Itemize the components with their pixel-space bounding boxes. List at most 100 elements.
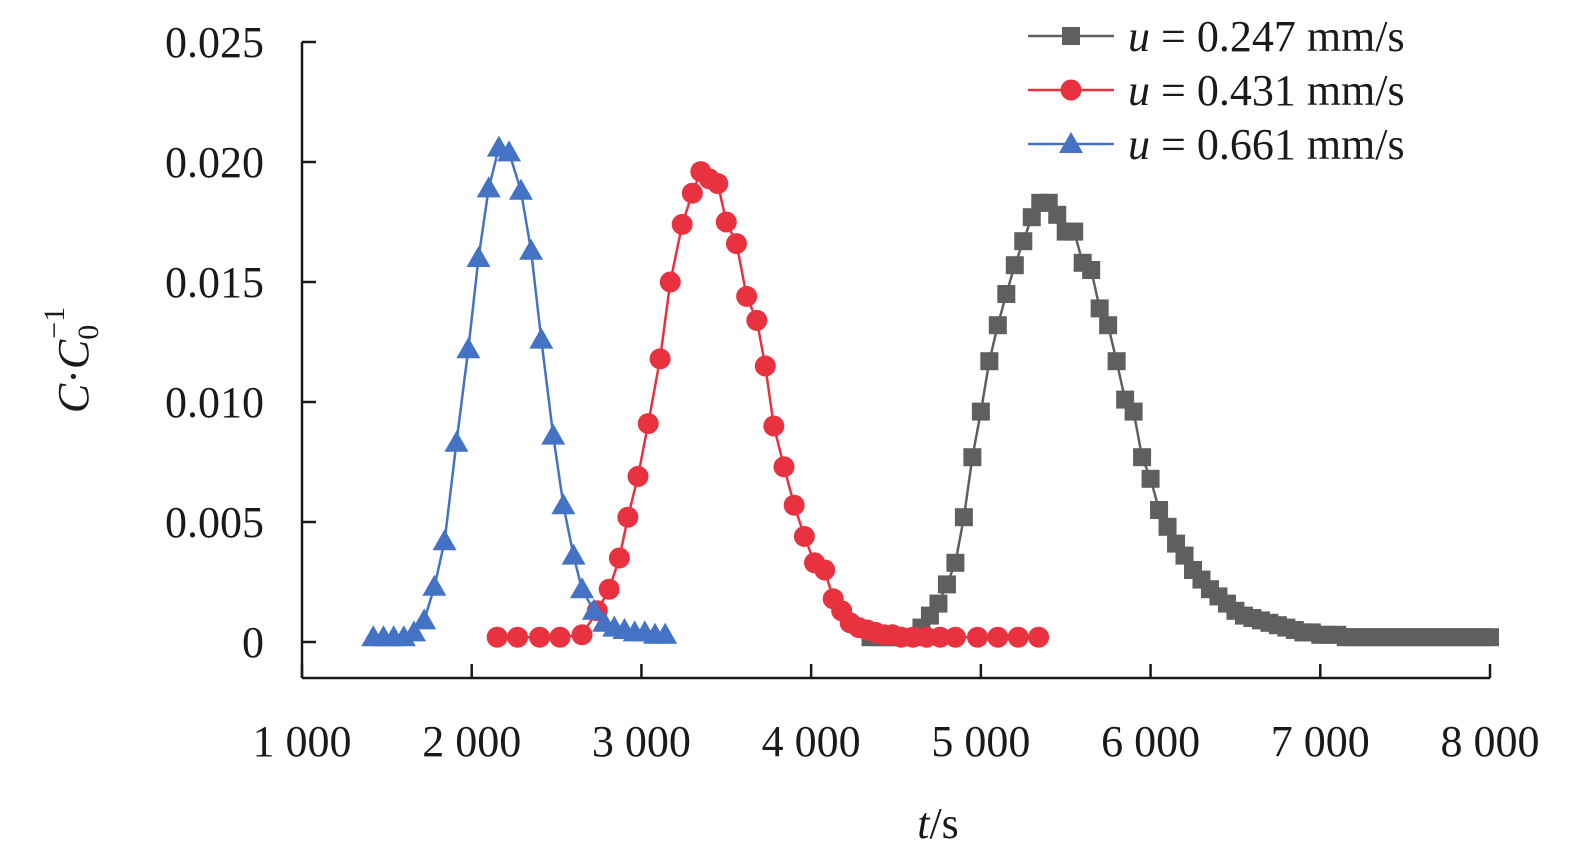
data-point xyxy=(783,494,805,516)
data-point xyxy=(444,430,469,452)
data-point xyxy=(1028,626,1050,648)
data-point xyxy=(1082,261,1101,279)
data-point xyxy=(466,246,491,267)
data-point xyxy=(507,626,529,648)
data-point xyxy=(946,553,965,572)
x-label-unit: /s xyxy=(929,799,958,848)
series-square xyxy=(861,193,1499,647)
legend-marker xyxy=(1059,132,1083,153)
legend-marker xyxy=(1062,27,1080,45)
data-point xyxy=(551,493,576,515)
data-point xyxy=(412,608,437,630)
data-point xyxy=(929,594,948,613)
data-point xyxy=(1141,469,1160,488)
data-point xyxy=(963,448,982,467)
data-point xyxy=(814,559,836,581)
data-point xyxy=(954,508,973,527)
data-point xyxy=(456,337,481,359)
legend-marker xyxy=(1060,79,1082,101)
data-point xyxy=(1014,232,1033,251)
legend-label: u = 0.247 mm/s xyxy=(1128,12,1405,61)
y-tick-label: 0 xyxy=(242,618,264,667)
data-point xyxy=(1048,205,1067,224)
data-point xyxy=(1158,517,1177,536)
data-point xyxy=(971,402,990,421)
data-point xyxy=(746,309,768,331)
data-point xyxy=(1124,402,1143,421)
x-tick-label: 5 000 xyxy=(931,717,1030,766)
data-point xyxy=(987,626,1009,648)
x-ticks: 1 000 2 000 3 000 4 000 5 000 6 000 7 000 8 000 xyxy=(253,664,1540,766)
data-point xyxy=(422,574,447,596)
legend-item: u = 0.661 mm/s xyxy=(1028,120,1405,169)
legend-var: u xyxy=(1128,120,1150,169)
legend-label: u = 0.661 mm/s xyxy=(1128,120,1405,169)
x-axis-label: t/s xyxy=(917,799,959,848)
y-tick-label: 0.015 xyxy=(165,258,264,307)
data-point xyxy=(1065,222,1084,241)
data-point xyxy=(937,575,956,594)
data-point xyxy=(627,465,649,487)
series-line xyxy=(870,201,1490,639)
data-point xyxy=(608,547,630,569)
legend-rest: = 0.661 mm/s xyxy=(1150,120,1405,169)
data-point xyxy=(793,525,815,547)
data-point xyxy=(598,578,620,600)
data-point xyxy=(561,543,586,565)
legend-rest: = 0.247 mm/s xyxy=(1150,12,1405,61)
data-point xyxy=(659,271,681,293)
y-tick-label: 0.010 xyxy=(165,378,264,427)
x-tick-label: 4 000 xyxy=(762,717,861,766)
data-point xyxy=(402,620,427,642)
data-point xyxy=(754,355,776,377)
data-point xyxy=(1005,256,1024,275)
data-point xyxy=(617,506,639,528)
data-point xyxy=(929,626,951,648)
data-point xyxy=(944,626,966,648)
legend-var: u xyxy=(1128,66,1150,115)
series-circle xyxy=(486,161,1050,648)
data-point xyxy=(519,238,544,260)
data-point xyxy=(681,182,703,204)
data-point xyxy=(549,626,571,648)
data-point xyxy=(1022,208,1041,227)
data-point xyxy=(541,423,566,445)
y-label-sup: −1 xyxy=(38,307,71,339)
series-triangle xyxy=(361,135,678,647)
x-tick-label: 6 000 xyxy=(1101,717,1200,766)
x-label-var: t xyxy=(917,799,931,848)
legend-item: u = 0.431 mm/s xyxy=(1028,66,1405,115)
data-point xyxy=(649,348,671,370)
y-tick-label: 0.025 xyxy=(165,18,264,67)
data-point xyxy=(1099,316,1118,335)
legend-var: u xyxy=(1128,12,1150,61)
data-point xyxy=(529,327,554,349)
data-point xyxy=(1090,299,1109,318)
y-tick-label: 0.020 xyxy=(165,138,264,187)
data-point xyxy=(529,626,551,648)
data-point xyxy=(571,624,593,646)
legend-label: u = 0.431 mm/s xyxy=(1128,66,1405,115)
data-point xyxy=(715,211,737,233)
y-tick-label: 0.005 xyxy=(165,498,264,547)
data-point xyxy=(763,415,785,437)
data-point xyxy=(966,626,988,648)
legend-item: u = 0.247 mm/s xyxy=(1028,12,1405,61)
data-point xyxy=(486,626,508,648)
data-point xyxy=(1007,626,1029,648)
data-point xyxy=(773,456,795,478)
data-point xyxy=(1175,546,1194,565)
data-point xyxy=(980,352,999,371)
data-point xyxy=(653,622,678,644)
data-point xyxy=(570,577,595,599)
data-point xyxy=(736,285,758,307)
data-point xyxy=(508,178,533,200)
y-label-c0: C xyxy=(49,339,98,369)
data-point xyxy=(581,598,606,620)
data-point xyxy=(637,413,659,435)
data-point xyxy=(432,529,457,551)
data-point xyxy=(1107,352,1126,371)
x-tick-label: 7 000 xyxy=(1271,717,1370,766)
data-point xyxy=(476,176,501,198)
